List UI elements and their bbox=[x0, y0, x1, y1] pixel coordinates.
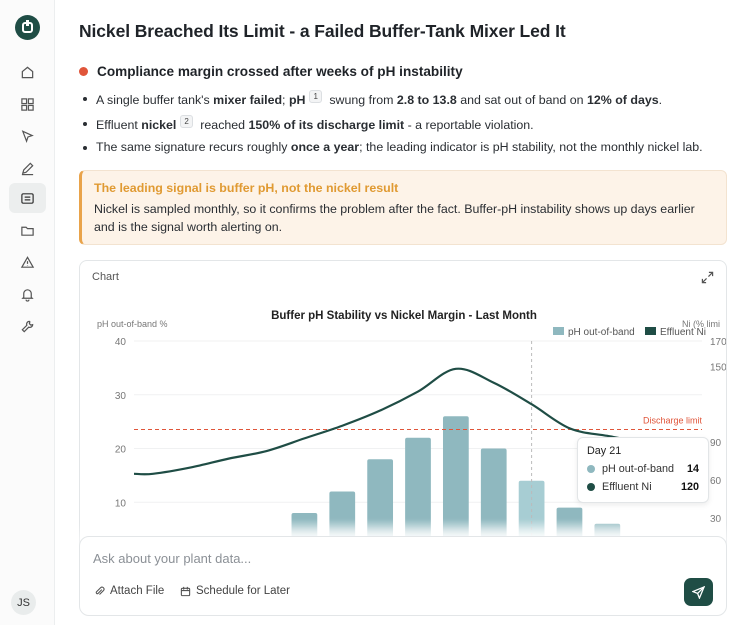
bar bbox=[442, 416, 469, 549]
attach-file-label: Attach File bbox=[110, 585, 165, 597]
legend-swatch bbox=[587, 483, 595, 491]
legend-swatch bbox=[587, 465, 595, 473]
calendar-icon bbox=[180, 586, 191, 596]
app-logo[interactable] bbox=[15, 15, 40, 40]
avatar[interactable]: JS bbox=[11, 590, 36, 615]
findings-list: A single buffer tank's mixer failed; pH 1… bbox=[79, 90, 727, 164]
y-tick-label-right: 90 bbox=[710, 438, 722, 449]
y-tick-label-left: 30 bbox=[115, 391, 127, 402]
main-content: Nickel Breached Its Limit - a Failed Buf… bbox=[79, 0, 727, 625]
citation-badge[interactable]: 2 bbox=[180, 114, 193, 128]
tooltip-label: Effluent Ni bbox=[602, 481, 652, 493]
tooltip-row: pH out-of-band 14 bbox=[587, 463, 699, 475]
paperclip-icon bbox=[95, 586, 105, 595]
alert-icon[interactable] bbox=[9, 247, 46, 277]
y-tick-label-left: 40 bbox=[115, 337, 127, 348]
expand-icon[interactable] bbox=[701, 271, 714, 284]
tooltip-value: 14 bbox=[686, 463, 699, 475]
folder-icon[interactable] bbox=[9, 215, 46, 245]
status-dot bbox=[79, 67, 88, 76]
pencil-icon[interactable] bbox=[9, 153, 46, 183]
insight-callout: The leading signal is buffer pH, not the… bbox=[79, 170, 727, 245]
callout-title: The leading signal is buffer pH, not the… bbox=[94, 181, 399, 195]
bell-icon[interactable] bbox=[9, 279, 46, 309]
dashboard-icon[interactable] bbox=[9, 89, 46, 119]
tooltip-title: Day 21 bbox=[587, 445, 622, 457]
attach-file-button[interactable]: Attach File bbox=[94, 585, 164, 597]
legend-swatch bbox=[645, 327, 656, 335]
section-title: Compliance margin crossed after weeks of… bbox=[97, 64, 463, 79]
y-tick-label-left: 20 bbox=[115, 445, 127, 456]
chart-card: Buffer pH Stability vs Nickel Margin - L… bbox=[79, 260, 727, 550]
y-axis-label-left: pH out-of-band % bbox=[97, 319, 168, 329]
legend-label: pH out-of-band bbox=[568, 327, 635, 338]
chart-tooltip: Day 21 pH out-of-band 14 Effluent Ni 120 bbox=[577, 437, 709, 503]
reports-icon[interactable] bbox=[9, 183, 46, 213]
wrench-icon[interactable] bbox=[9, 311, 46, 341]
tooltip-value: 120 bbox=[680, 481, 699, 493]
send-icon bbox=[692, 585, 705, 599]
tooltip-row: Effluent Ni 120 bbox=[587, 481, 699, 493]
list-item: The same signature recurs roughly once a… bbox=[79, 139, 727, 164]
y-axis-label-right: Ni (% limi bbox=[682, 319, 720, 329]
callout-body: Nickel is sampled monthly, so it confirm… bbox=[94, 202, 695, 234]
schedule-label: Schedule for Later bbox=[196, 585, 290, 597]
y-tick-label-left: 10 bbox=[115, 498, 127, 509]
reference-line-label: Discharge limit bbox=[643, 416, 703, 426]
cursor-icon[interactable] bbox=[9, 121, 46, 151]
legend-label: Effluent Ni bbox=[660, 327, 706, 338]
y-tick-label-right: 60 bbox=[710, 476, 722, 487]
chart: Buffer pH Stability vs Nickel Margin - L… bbox=[97, 310, 727, 549]
y-tick-label-right: 150 bbox=[710, 362, 727, 373]
schedule-button[interactable]: Schedule for Later bbox=[180, 585, 290, 597]
send-button[interactable] bbox=[684, 578, 713, 606]
list-item: A single buffer tank's mixer failed; pH 1… bbox=[79, 90, 727, 115]
citation-badge[interactable]: 1 bbox=[309, 90, 322, 103]
legend-swatch bbox=[553, 327, 564, 335]
line-series-effluent-ni bbox=[133, 367, 684, 476]
page-title: Nickel Breached Its Limit - a Failed Buf… bbox=[79, 21, 566, 41]
list-item: Effluent nickel 2 reached 150% of its dis… bbox=[79, 114, 727, 140]
chart-title: Buffer pH Stability vs Nickel Margin - L… bbox=[271, 310, 537, 322]
chat-input-box[interactable]: Ask about your plant data... Attach File… bbox=[79, 536, 727, 616]
sidebar: JS bbox=[0, 0, 55, 625]
chart-card-label: Chart bbox=[92, 271, 119, 283]
section-header: Compliance margin crossed after weeks of… bbox=[79, 64, 463, 79]
tooltip-label: pH out-of-band bbox=[602, 463, 675, 475]
home-icon[interactable] bbox=[9, 57, 46, 87]
chat-input[interactable]: Ask about your plant data... bbox=[93, 551, 252, 566]
y-tick-label-right: 170 bbox=[710, 337, 727, 348]
